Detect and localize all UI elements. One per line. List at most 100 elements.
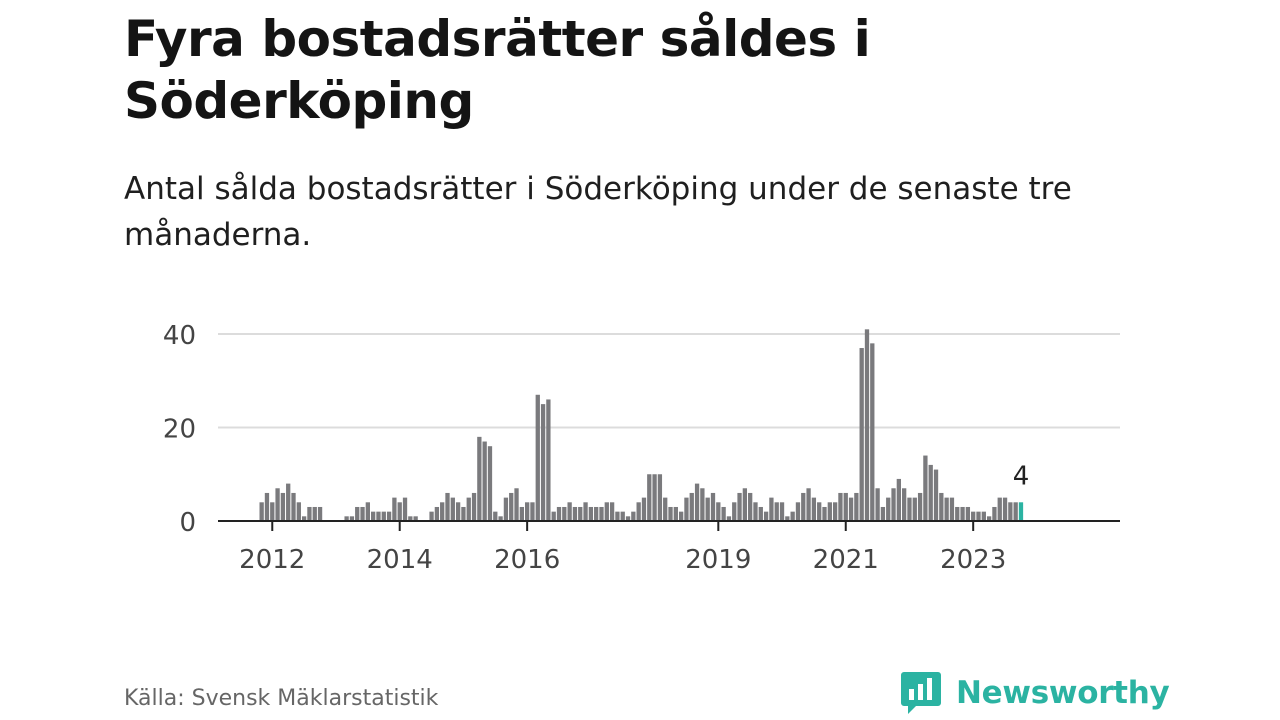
x-tick-label: 2021: [813, 545, 879, 575]
bar: [509, 492, 514, 521]
bar: [551, 511, 556, 521]
bar: [445, 492, 450, 521]
bar-chart: 0 20 40 2012 2014 2016 2019 2021 2023 4: [163, 321, 1120, 575]
bar: [392, 497, 397, 521]
bar: [572, 506, 578, 521]
bar: [880, 506, 886, 521]
last-value-label: 4: [1013, 461, 1030, 491]
bar: [450, 497, 455, 521]
bar: [939, 492, 944, 521]
bar: [604, 502, 609, 521]
bar: [949, 497, 955, 521]
bar: [562, 506, 567, 521]
bar: [376, 511, 381, 521]
bar: [588, 506, 594, 521]
bar: [264, 492, 270, 521]
bar: [822, 506, 827, 521]
bar: [896, 478, 901, 521]
bar: [402, 497, 408, 521]
newsworthy-logo[interactable]: Newsworthy: [900, 670, 1170, 716]
bar: [997, 497, 1002, 521]
bar: [753, 502, 758, 521]
bar: [301, 516, 307, 521]
bar: [748, 492, 753, 521]
bar: [955, 506, 960, 521]
bar: [525, 502, 530, 521]
bar: [498, 516, 503, 521]
bar: [519, 506, 524, 521]
bar: [408, 516, 413, 521]
bar: [413, 516, 418, 521]
bar: [540, 404, 546, 521]
bar: [971, 511, 976, 521]
bars: [259, 329, 1024, 521]
bar: [886, 497, 891, 521]
bar: [827, 502, 832, 521]
bar: [365, 502, 370, 521]
bar: [832, 502, 838, 521]
bar: [636, 502, 641, 521]
bar: [286, 483, 291, 521]
bar: [280, 492, 286, 521]
bar: [678, 511, 684, 521]
bar: [615, 511, 620, 521]
bar: [487, 446, 493, 521]
bar: [854, 492, 859, 521]
bar: [270, 502, 275, 521]
bar: [864, 329, 870, 521]
x-tick-label: 2016: [494, 545, 560, 575]
bar: [726, 516, 732, 521]
bar: [663, 497, 668, 521]
bar: [556, 506, 562, 521]
bar: [317, 506, 323, 521]
bar: [583, 502, 588, 521]
bar: [455, 502, 461, 521]
bar: [259, 502, 264, 521]
bar: [275, 488, 280, 521]
source-note: Källa: Svensk Mäklarstatistik: [124, 686, 439, 711]
bar: [716, 502, 721, 521]
bar: [594, 506, 599, 521]
bar: [933, 469, 939, 521]
bar: [620, 511, 625, 521]
bar: [763, 511, 769, 521]
bar: [902, 488, 907, 521]
bar: [291, 492, 296, 521]
bar: [471, 492, 477, 521]
x-tick-label: 2012: [239, 545, 305, 575]
bar: [349, 516, 355, 521]
bar: [790, 511, 795, 521]
newsworthy-logo-icon: [901, 672, 941, 714]
bar: [912, 497, 917, 521]
bar: [891, 488, 896, 521]
bar: [641, 497, 647, 521]
bar: [652, 474, 657, 521]
bar: [657, 474, 663, 521]
bar: [694, 483, 700, 521]
bar: [307, 506, 312, 521]
bar: [673, 506, 678, 521]
bar: [429, 511, 434, 521]
bar: [779, 502, 785, 521]
bar: [461, 506, 466, 521]
bar: [870, 343, 875, 521]
gridlines: [218, 333, 1120, 429]
bar: [397, 502, 402, 521]
bar: [466, 497, 471, 521]
bar: [381, 511, 386, 521]
bar: [599, 506, 604, 521]
bar: [917, 492, 923, 521]
bar: [769, 497, 774, 521]
bar: [875, 488, 880, 521]
bar: [758, 506, 763, 521]
bar: [296, 502, 301, 521]
bar: [625, 516, 631, 521]
bar: [684, 497, 689, 521]
chart-title: Fyra bostadsrätter såldes i Söderköping: [124, 10, 871, 130]
bar: [732, 502, 737, 521]
bar: [705, 497, 710, 521]
y-tick-label: 40: [163, 321, 196, 351]
bar: [631, 511, 636, 521]
labels: 0 20 40 2012 2014 2016 2019 2021 2023 4: [163, 321, 1029, 575]
bar: [371, 511, 376, 521]
